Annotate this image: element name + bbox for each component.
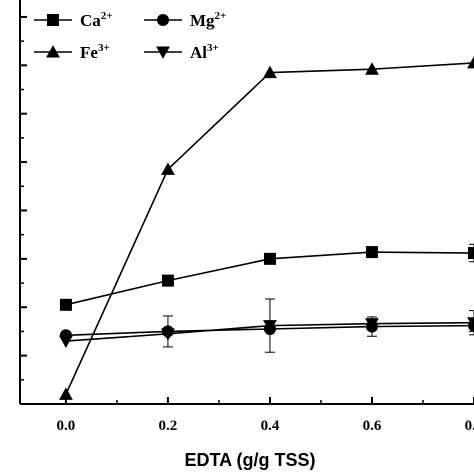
data-point xyxy=(161,328,175,341)
data-point xyxy=(468,247,474,260)
legend-marker xyxy=(46,45,60,58)
data-point xyxy=(365,246,378,259)
legend: Ca2+ Mg2+ Fe3+ Al3+ xyxy=(34,10,226,62)
data-point xyxy=(467,55,474,69)
legend-marker xyxy=(47,14,59,26)
series-fe xyxy=(59,55,474,400)
data-point xyxy=(263,65,277,79)
legend-label: Mg2+ xyxy=(190,10,226,30)
legend-label: Al3+ xyxy=(190,42,219,62)
data-point xyxy=(59,387,73,400)
x-axis-title: EDTA (g/g TSS) xyxy=(185,450,316,470)
legend-entry: Fe3+ xyxy=(34,42,110,62)
data-point xyxy=(263,252,276,265)
legend-marker xyxy=(157,14,169,26)
data-point xyxy=(161,274,174,287)
legend-entry: Mg2+ xyxy=(144,10,226,30)
data-point xyxy=(467,317,474,330)
axes xyxy=(19,0,474,405)
series-ca xyxy=(59,243,474,311)
x-tick-label: 0.4 xyxy=(261,418,280,434)
data-point xyxy=(59,298,72,311)
x-tick-label: 0.0 xyxy=(57,418,76,434)
ticks: 0.0 0.2 0.4 0.6 0.8 xyxy=(20,15,474,434)
legend-entry: Al3+ xyxy=(144,42,219,62)
series-layer xyxy=(59,55,474,400)
legend-label: Ca2+ xyxy=(80,10,113,30)
data-point xyxy=(365,318,379,331)
legend-marker xyxy=(156,46,170,59)
series-al xyxy=(59,298,474,353)
data-point xyxy=(161,162,175,175)
x-tick-label: 0.6 xyxy=(363,418,382,434)
legend-entry: Ca2+ xyxy=(34,10,113,30)
data-point xyxy=(365,62,379,75)
data-point xyxy=(263,320,277,333)
x-tick-label: 0.2 xyxy=(159,418,178,434)
legend-label: Fe3+ xyxy=(80,42,110,62)
x-tick-label: 0.8 xyxy=(465,418,474,434)
data-point xyxy=(59,335,73,349)
